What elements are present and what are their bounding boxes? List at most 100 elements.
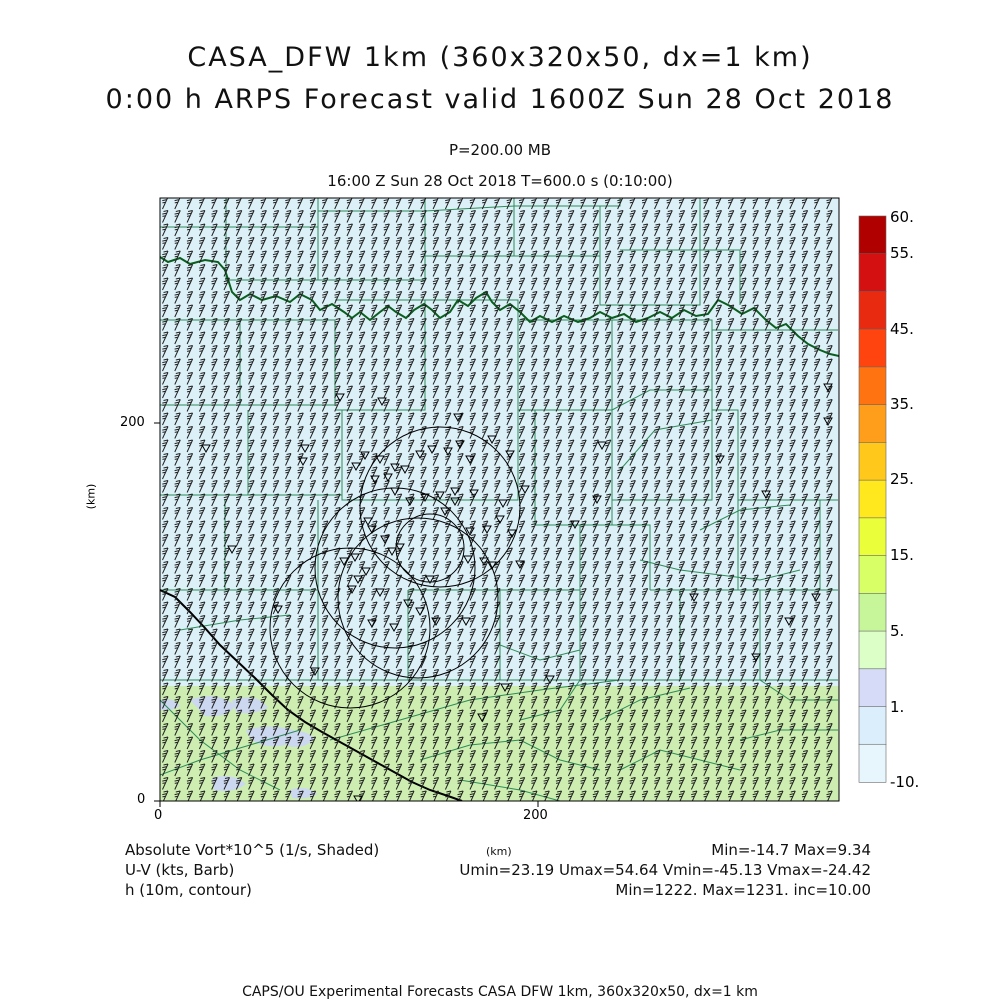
- wind-barb: [457, 426, 464, 439]
- wind-barb: [715, 655, 722, 669]
- wind-barb: [260, 466, 267, 480]
- wind-barb: [801, 291, 809, 304]
- wind-barb: [321, 507, 329, 520]
- wind-barb: [260, 385, 267, 399]
- wind-barb: [604, 574, 612, 588]
- wind-barb: [162, 682, 169, 696]
- wind-barb: [260, 439, 267, 453]
- wind-barb: [690, 696, 698, 709]
- wind-barb: [248, 547, 255, 561]
- wind-barb: [555, 790, 563, 801]
- wind-barb: [174, 439, 181, 453]
- wind-barb: [223, 601, 230, 615]
- wind-barb: [703, 237, 710, 250]
- wind-barb: [506, 399, 513, 412]
- wind-barb: [297, 198, 304, 210]
- wind-barb: [715, 507, 722, 520]
- wind-barb: [813, 763, 821, 777]
- wind-barb: [518, 588, 526, 601]
- wind-barb: [518, 763, 526, 777]
- wind-barb: [654, 466, 661, 480]
- wind-barb: [297, 642, 304, 655]
- wind-barb: [592, 291, 599, 304]
- wind-barb: [395, 777, 403, 790]
- wind-barb: [629, 507, 636, 520]
- wind-barb: [826, 520, 833, 534]
- wind-barb: [641, 358, 649, 372]
- wind-barb: [186, 561, 194, 574]
- wind-barb: [813, 723, 821, 736]
- wind-barb: [703, 453, 710, 466]
- wind-barb: [555, 655, 563, 669]
- wind-barb: [801, 345, 809, 358]
- wind-barb: [260, 588, 267, 601]
- wind-barb: [690, 426, 698, 439]
- wind-barb: [604, 291, 612, 304]
- station-marker: [387, 547, 397, 557]
- wind-barb: [260, 250, 267, 264]
- wind-barb: [358, 345, 366, 358]
- wind-barb: [703, 763, 710, 777]
- wind-barb: [629, 237, 636, 250]
- wind-barb: [752, 345, 759, 358]
- wind-barb: [506, 669, 513, 682]
- wind-barb: [543, 642, 550, 655]
- wind-barb: [198, 709, 206, 723]
- wind-barb: [481, 318, 489, 331]
- wind-barb: [617, 655, 624, 669]
- wind-barb: [162, 642, 169, 655]
- wind-barb: [186, 655, 194, 669]
- wind-barb: [518, 345, 526, 358]
- wind-barb: [777, 696, 784, 709]
- wind-barb: [358, 210, 366, 223]
- wind-barb: [543, 237, 550, 250]
- pressure-level-label: P=200.00 MB: [448, 141, 552, 159]
- colorbar-label-25: 25.: [890, 470, 914, 488]
- wind-barb: [260, 210, 267, 223]
- wind-barb: [260, 736, 267, 750]
- wind-barb: [813, 696, 821, 709]
- wind-barb: [186, 682, 194, 696]
- wind-barb: [334, 291, 341, 304]
- wind-barb: [580, 480, 587, 493]
- wind-barb: [383, 669, 390, 682]
- wind-barb: [678, 696, 686, 709]
- wind-barb: [260, 264, 267, 277]
- wind-barb: [285, 669, 292, 682]
- wind-barb: [518, 682, 526, 696]
- wind-barb: [408, 412, 415, 426]
- wind-barb: [334, 615, 341, 628]
- wind-barb: [162, 210, 169, 223]
- wind-barb: [592, 682, 599, 696]
- wind-barb: [395, 480, 403, 493]
- wind-barb: [334, 520, 341, 534]
- wind-barb: [703, 198, 710, 210]
- wind-barb: [432, 763, 440, 777]
- wind-barb: [764, 655, 772, 669]
- wind-barb: [334, 763, 341, 777]
- wind-barb: [457, 682, 464, 696]
- wind-barb: [801, 372, 809, 385]
- wind-barb: [457, 763, 464, 777]
- wind-barb: [752, 601, 759, 615]
- wind-barb: [223, 696, 230, 709]
- wind-barb: [383, 588, 390, 601]
- wind-barb: [789, 655, 796, 669]
- wind-barb: [432, 777, 440, 790]
- wind-barb: [654, 561, 661, 574]
- wind-barb: [346, 291, 353, 304]
- wind-barb: [420, 547, 427, 561]
- wind-barb: [518, 574, 526, 588]
- wind-barb: [432, 588, 440, 601]
- wind-barb: [235, 277, 243, 291]
- wind-barb: [395, 264, 403, 277]
- wind-barb: [211, 237, 218, 250]
- wind-barb: [629, 331, 636, 345]
- wind-barb: [162, 493, 169, 507]
- wind-barb: [395, 736, 403, 750]
- wind-barb: [654, 198, 661, 210]
- wind-barb: [715, 493, 722, 507]
- wind-barb: [285, 520, 292, 534]
- wind-barb: [629, 345, 636, 358]
- wind-barb: [186, 291, 194, 304]
